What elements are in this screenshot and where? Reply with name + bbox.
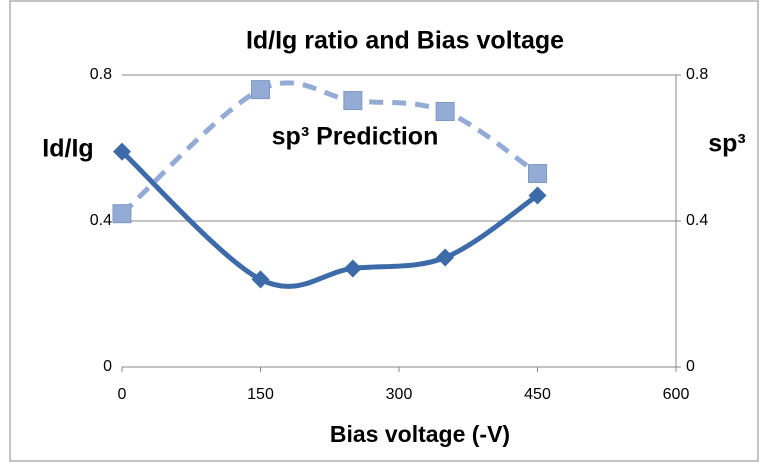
- y-tick-label: 0.8: [90, 66, 112, 83]
- marker: [435, 102, 455, 121]
- x-tick-label: 0: [118, 386, 127, 403]
- marker: [251, 270, 270, 289]
- y2-tick-label: 0: [686, 358, 695, 375]
- x-tick-label: 150: [247, 386, 274, 403]
- annotation: sp³ Prediction: [272, 123, 439, 151]
- x-axis-label: Bias voltage (-V): [330, 421, 510, 447]
- marker: [343, 259, 362, 278]
- y2-axis-label: sp³: [708, 130, 746, 158]
- marker: [528, 186, 547, 205]
- x-tick-label: 600: [663, 386, 690, 403]
- series-line: [120, 149, 539, 289]
- marker: [343, 91, 363, 111]
- marker: [528, 164, 547, 184]
- y-axis-label: Id/Ig: [42, 135, 93, 163]
- y-tick-label: 0: [103, 358, 112, 375]
- x-tick-label: 300: [386, 386, 413, 403]
- y-tick-label: 0.4: [90, 212, 112, 229]
- series-line: [120, 80, 539, 216]
- chart-title: Id/Ig ratio and Bias voltage: [246, 27, 564, 55]
- marker: [112, 204, 132, 224]
- x-tick-label: 450: [524, 386, 551, 403]
- chart-border: [9, 0, 759, 462]
- marker: [436, 248, 455, 267]
- y2-tick-label: 0.4: [686, 212, 708, 229]
- y2-tick-label: 0.8: [686, 66, 708, 83]
- marker: [113, 142, 131, 161]
- marker: [251, 80, 270, 100]
